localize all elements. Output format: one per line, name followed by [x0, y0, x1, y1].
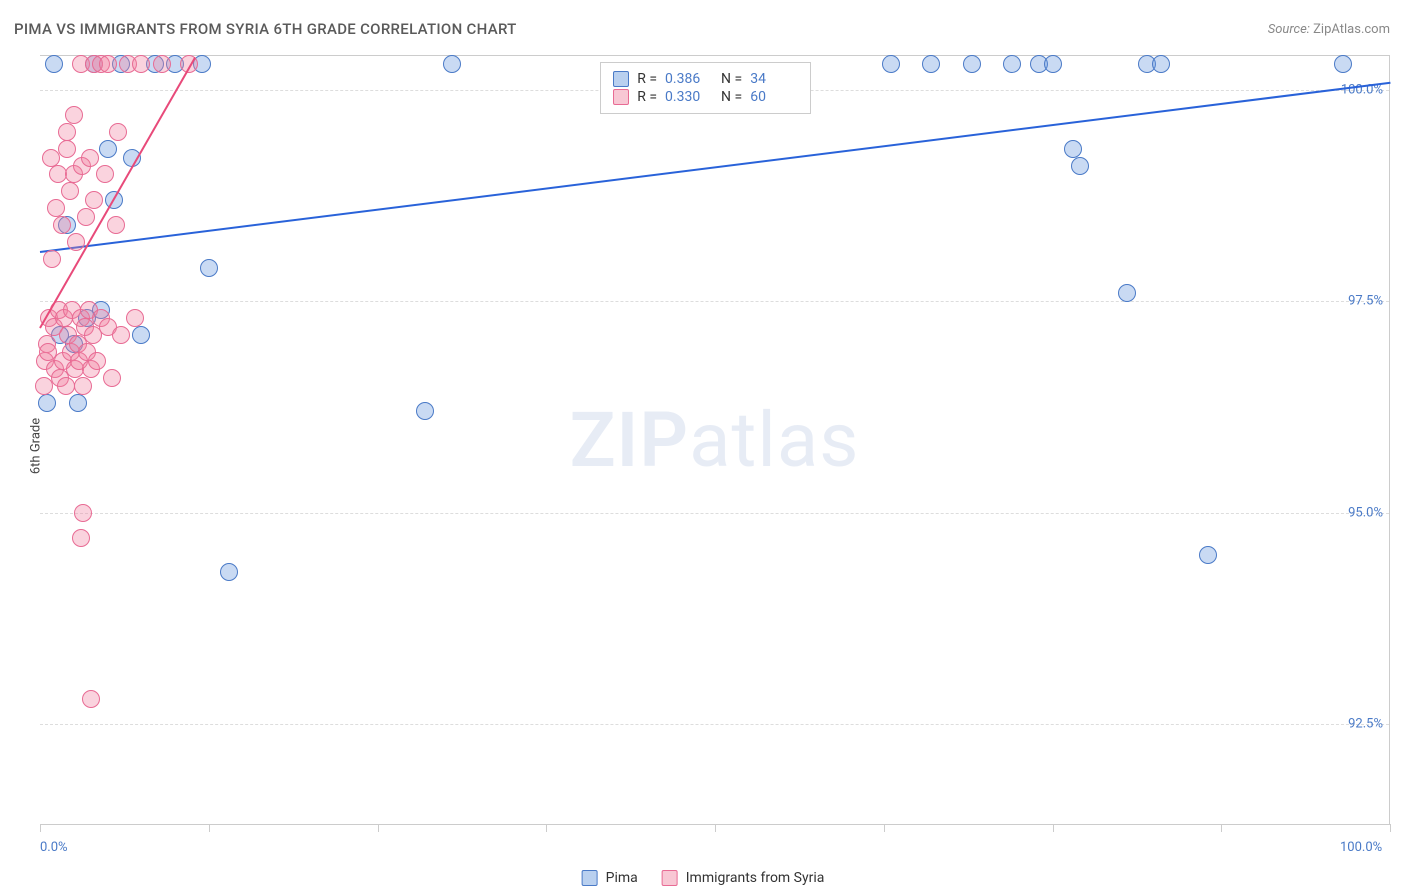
watermark-bold: ZIP [570, 395, 690, 485]
data-point [74, 504, 92, 522]
data-point [1003, 55, 1021, 73]
data-point [77, 208, 95, 226]
data-point [58, 140, 76, 158]
data-point [109, 123, 127, 141]
data-point [1044, 55, 1062, 73]
data-point [67, 233, 85, 251]
bottom-legend: Pima Immigrants from Syria [582, 870, 825, 886]
data-point [88, 352, 106, 370]
data-point [85, 191, 103, 209]
x-tick [40, 824, 41, 832]
stats-box: R = 0.386 N = 34 R = 0.330 N = 60 [600, 62, 811, 114]
x-tick [378, 824, 379, 832]
data-point [132, 326, 150, 344]
legend-item: Pima [582, 870, 638, 886]
legend-swatch [582, 870, 598, 886]
source-value: ZipAtlas.com [1313, 22, 1390, 37]
n-value: 34 [750, 71, 798, 87]
watermark: ZIPatlas [570, 395, 860, 485]
data-point [1199, 546, 1217, 564]
data-point [112, 326, 130, 344]
x-tick [209, 824, 210, 832]
x-tick [1221, 824, 1222, 832]
data-point [126, 309, 144, 327]
data-point [963, 55, 981, 73]
data-point [58, 123, 76, 141]
r-value: 0.330 [665, 89, 713, 105]
data-point [82, 690, 100, 708]
data-point [103, 369, 121, 387]
data-point [107, 216, 125, 234]
data-point [99, 140, 117, 158]
legend-label: Immigrants from Syria [686, 870, 825, 886]
data-point [72, 529, 90, 547]
y-tick-label: 92.5% [1348, 717, 1383, 732]
gridline [40, 513, 1389, 514]
plot-area: ZIPatlas 92.5%95.0%97.5%100.0%0.0%100.0%… [40, 55, 1390, 825]
x-tick [1053, 824, 1054, 832]
y-tick-label: 95.0% [1348, 505, 1383, 520]
data-point [153, 55, 171, 73]
data-point [922, 55, 940, 73]
x-tick [546, 824, 547, 832]
data-point [65, 106, 83, 124]
x-tick [1390, 824, 1391, 832]
legend-swatch [613, 71, 629, 87]
data-point [1334, 55, 1352, 73]
x-tick-label: 100.0% [1340, 840, 1382, 855]
data-point [74, 377, 92, 395]
data-point [45, 55, 63, 73]
legend-item: Immigrants from Syria [662, 870, 825, 886]
data-point [43, 250, 61, 268]
data-point [61, 182, 79, 200]
data-point [416, 402, 434, 420]
data-point [38, 394, 56, 412]
watermark-light: atlas [689, 395, 859, 485]
n-value: 60 [750, 89, 798, 105]
data-point [69, 394, 87, 412]
data-point [220, 563, 238, 581]
data-point [53, 216, 71, 234]
chart-title: PIMA VS IMMIGRANTS FROM SYRIA 6TH GRADE … [14, 20, 517, 38]
data-point [81, 149, 99, 167]
data-point [99, 55, 117, 73]
n-label: N = [721, 71, 742, 87]
x-tick [884, 824, 885, 832]
x-tick-label: 0.0% [40, 840, 68, 855]
data-point [42, 149, 60, 167]
r-label: R = [637, 71, 657, 87]
data-point [57, 377, 75, 395]
data-point [443, 55, 461, 73]
legend-swatch [613, 89, 629, 105]
x-tick [715, 824, 716, 832]
y-tick-label: 97.5% [1348, 294, 1383, 309]
data-point [1071, 157, 1089, 175]
legend-swatch [662, 870, 678, 886]
source-label: Source: [1268, 22, 1310, 37]
chart-container: PIMA VS IMMIGRANTS FROM SYRIA 6TH GRADE … [0, 0, 1406, 892]
data-point [47, 199, 65, 217]
data-point [132, 55, 150, 73]
r-label: R = [637, 89, 657, 105]
legend-label: Pima [606, 870, 638, 886]
n-label: N = [721, 89, 742, 105]
data-point [1152, 55, 1170, 73]
data-point [35, 377, 53, 395]
data-point [1118, 284, 1136, 302]
data-point [1064, 140, 1082, 158]
stats-row: R = 0.330 N = 60 [613, 89, 798, 105]
data-point [200, 259, 218, 277]
data-point [882, 55, 900, 73]
gridline [40, 724, 1389, 725]
r-value: 0.386 [665, 71, 713, 87]
stats-row: R = 0.386 N = 34 [613, 71, 798, 87]
gridline [40, 301, 1389, 302]
data-point [96, 165, 114, 183]
source-attribution: Source: ZipAtlas.com [1268, 22, 1390, 37]
